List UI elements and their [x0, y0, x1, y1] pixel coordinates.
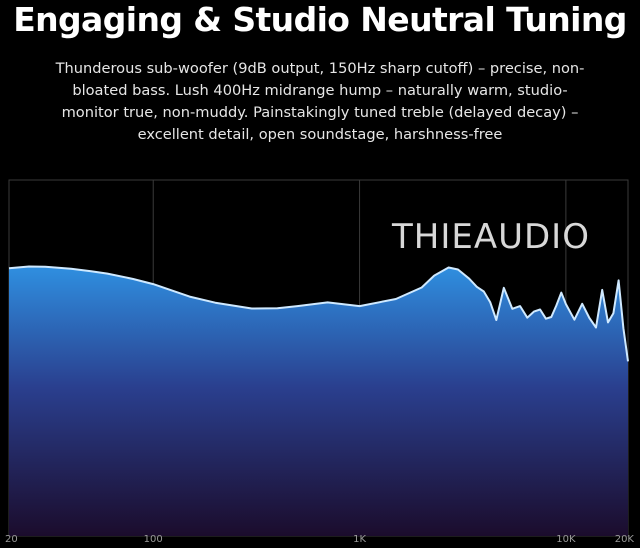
response-curve: [8, 265, 629, 362]
description-line-4: excellent detail, open soundstage, harsh…: [137, 126, 503, 143]
x-tick-labels: 20 100 1K 10K 20K: [5, 534, 634, 545]
x-tick-label: 10K: [556, 534, 576, 545]
page-title: Engaging & Studio Neutral Tuning: [13, 0, 627, 39]
description-line-3: monitor true, non-muddy. Painstakingly t…: [61, 104, 579, 121]
thieaudio-logo: THIEAUDIO: [391, 217, 590, 257]
frequency-response-svg: THIEAUDIO 20 100 1K 10K 20K: [5, 179, 634, 545]
description-line-2: bloated bass. Lush 400Hz midrange hump –…: [72, 82, 568, 99]
tuning-description: Thunderous sub-woofer (9dB output, 150Hz…: [40, 58, 600, 146]
x-tick-label: 100: [144, 534, 163, 545]
x-tick-label: 20K: [615, 534, 635, 545]
response-area: [9, 266, 628, 536]
frequency-response-chart: THIEAUDIO 20 100 1K 10K 20K: [0, 176, 640, 548]
description-line-1: Thunderous sub-woofer (9dB output, 150Hz…: [55, 60, 585, 77]
x-tick-label: 1K: [353, 534, 366, 545]
x-tick-label: 20: [5, 534, 18, 545]
